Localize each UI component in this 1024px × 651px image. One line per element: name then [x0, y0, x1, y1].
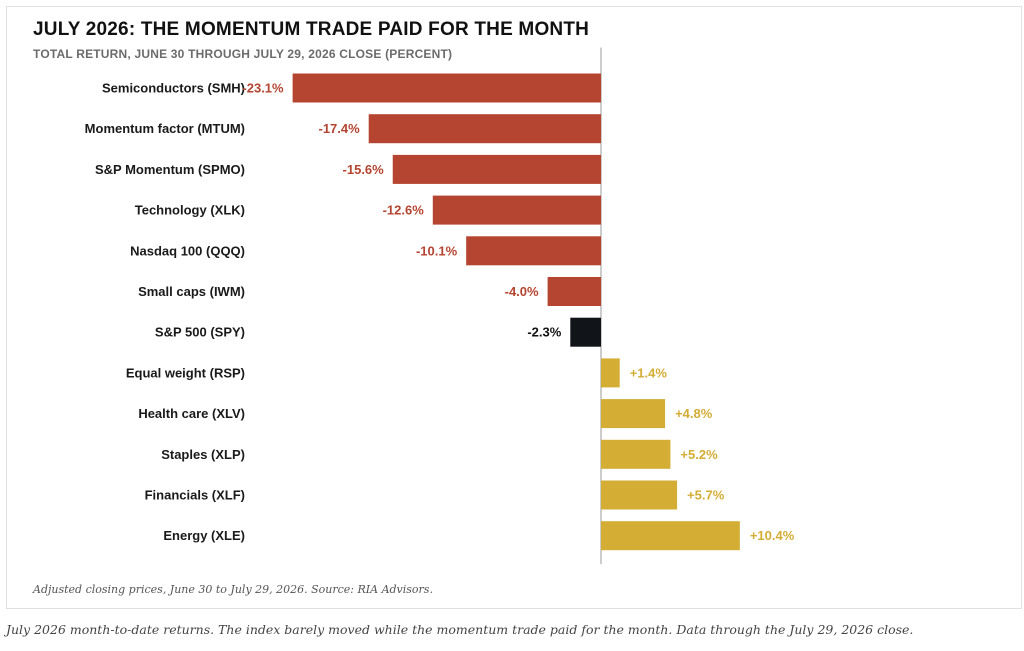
category-label: Semiconductors (SMH): [102, 81, 245, 96]
value-label: +10.4%: [750, 528, 795, 543]
figure-caption: July 2026 month-to-date returns. The ind…: [6, 622, 914, 637]
category-label: Equal weight (RSP): [126, 365, 245, 380]
bar: [547, 277, 601, 306]
value-label: -4.0%: [505, 284, 539, 299]
value-label: -17.4%: [319, 121, 361, 136]
value-label: -23.1%: [242, 81, 284, 96]
category-label: Nasdaq 100 (QQQ): [130, 243, 245, 258]
value-label: +4.8%: [675, 406, 713, 421]
category-label: S&P Momentum (SPMO): [95, 162, 245, 177]
bar: [392, 154, 601, 184]
category-label: Financials (XLF): [145, 488, 245, 503]
value-label: -15.6%: [343, 162, 385, 177]
category-label: S&P 500 (SPY): [155, 325, 245, 340]
bar: [601, 399, 666, 429]
bar: [601, 480, 678, 510]
bar: [432, 195, 601, 225]
value-label: +1.4%: [630, 365, 668, 380]
bar: [292, 73, 601, 103]
category-label: Energy (XLE): [163, 528, 245, 543]
bar: [570, 317, 601, 347]
bar: [601, 358, 620, 388]
category-label: Momentum factor (MTUM): [85, 121, 245, 136]
source-note: Adjusted closing prices, June 30 to July…: [33, 583, 433, 596]
value-label: +5.2%: [680, 447, 718, 462]
value-label: -10.1%: [416, 243, 458, 258]
value-label: -2.3%: [527, 325, 561, 340]
value-label: -12.6%: [383, 203, 425, 218]
chart-frame: [6, 6, 1022, 609]
category-label: Technology (XLK): [135, 203, 245, 218]
category-label: Small caps (IWM): [138, 284, 245, 299]
bar: [466, 236, 601, 266]
bar: [601, 439, 671, 469]
category-label: Health care (XLV): [138, 406, 245, 421]
bar: [601, 521, 740, 551]
chart-subtitle: TOTAL RETURN, JUNE 30 THROUGH JULY 29, 2…: [33, 47, 453, 61]
chart-title: JULY 2026: THE MOMENTUM TRADE PAID FOR T…: [33, 19, 590, 40]
category-label: Staples (XLP): [161, 447, 245, 462]
bar: [368, 114, 601, 144]
value-label: +5.7%: [687, 488, 725, 503]
